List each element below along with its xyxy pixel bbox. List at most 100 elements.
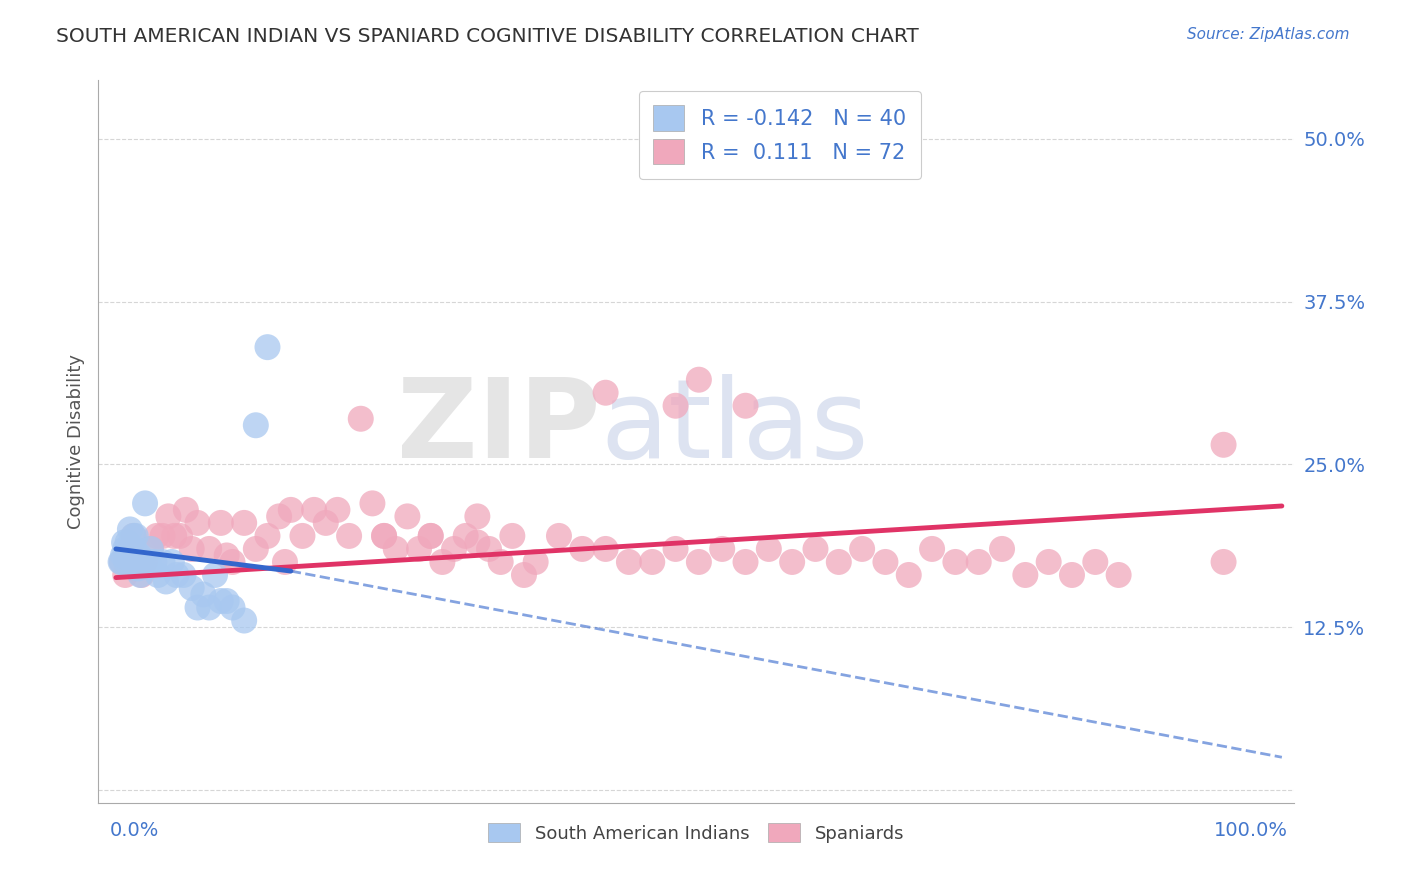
Point [302, 503, 325, 517]
Point [114, 541, 136, 556]
Point [419, 529, 441, 543]
Point [945, 555, 967, 569]
Point [110, 555, 132, 569]
Point [122, 529, 145, 543]
Point [921, 541, 943, 556]
Point [1212, 555, 1234, 569]
Point [280, 503, 302, 517]
Point [361, 496, 384, 510]
Point [169, 529, 191, 543]
Text: SOUTH AMERICAN INDIAN VS SPANIARD COGNITIVE DISABILITY CORRELATION CHART: SOUTH AMERICAN INDIAN VS SPANIARD COGNIT… [56, 27, 920, 45]
Point [991, 541, 1014, 556]
Point [117, 535, 139, 549]
Point [131, 555, 153, 569]
Point [198, 541, 221, 556]
Point [152, 555, 174, 569]
Point [617, 555, 640, 569]
Point [124, 541, 146, 556]
Text: 0.0%: 0.0% [110, 821, 159, 840]
Point [143, 555, 166, 569]
Point [432, 555, 454, 569]
Point [851, 541, 873, 556]
Point [128, 549, 150, 563]
Point [1212, 438, 1234, 452]
Point [221, 600, 243, 615]
Point [209, 516, 232, 530]
Point [595, 541, 617, 556]
Point [467, 535, 489, 549]
Point [193, 587, 215, 601]
Point [571, 541, 593, 556]
Point [897, 568, 920, 582]
Point [256, 529, 278, 543]
Point [828, 555, 851, 569]
Point [758, 541, 780, 556]
Point [291, 529, 314, 543]
Point [129, 568, 152, 582]
Point [118, 541, 141, 556]
Text: Source: ZipAtlas.com: Source: ZipAtlas.com [1187, 27, 1350, 42]
Point [233, 516, 256, 530]
Point [256, 340, 278, 354]
Text: ZIP: ZIP [396, 374, 600, 481]
Point [120, 541, 142, 556]
Point [350, 411, 373, 425]
Point [595, 385, 617, 400]
Point [1014, 568, 1036, 582]
Point [419, 529, 441, 543]
Point [139, 541, 162, 556]
Point [443, 541, 465, 556]
Point [524, 555, 547, 569]
Point [125, 555, 148, 569]
Point [245, 541, 267, 556]
Point [215, 594, 238, 608]
Point [221, 555, 243, 569]
Point [408, 541, 430, 556]
Point [152, 529, 174, 543]
Point [641, 555, 664, 569]
Point [688, 373, 710, 387]
Point [396, 509, 419, 524]
Point [274, 555, 297, 569]
Point [233, 614, 256, 628]
Point [146, 568, 169, 582]
Point [160, 555, 183, 569]
Point [114, 568, 136, 582]
Point [186, 516, 208, 530]
Point [664, 399, 686, 413]
Point [166, 568, 188, 582]
Text: 100.0%: 100.0% [1213, 821, 1288, 840]
Point [734, 555, 756, 569]
Point [513, 568, 536, 582]
Point [163, 529, 186, 543]
Point [180, 581, 202, 595]
Point [204, 568, 226, 582]
Point [804, 541, 827, 556]
Point [125, 555, 148, 569]
Point [384, 541, 406, 556]
Point [174, 503, 197, 517]
Point [127, 561, 149, 575]
Point [711, 541, 734, 556]
Point [467, 509, 489, 524]
Point [489, 555, 512, 569]
Y-axis label: Cognitive Disability: Cognitive Disability [66, 354, 84, 529]
Point [173, 568, 195, 582]
Point [326, 503, 349, 517]
Point [111, 549, 134, 563]
Point [111, 555, 134, 569]
Point [118, 523, 141, 537]
Point [122, 529, 145, 543]
Point [1108, 568, 1130, 582]
Point [155, 574, 177, 589]
Point [115, 555, 138, 569]
Point [1060, 568, 1083, 582]
Point [180, 541, 202, 556]
Point [139, 541, 162, 556]
Point [315, 516, 337, 530]
Point [215, 549, 238, 563]
Point [373, 529, 395, 543]
Point [145, 529, 167, 543]
Point [186, 600, 208, 615]
Point [245, 418, 267, 433]
